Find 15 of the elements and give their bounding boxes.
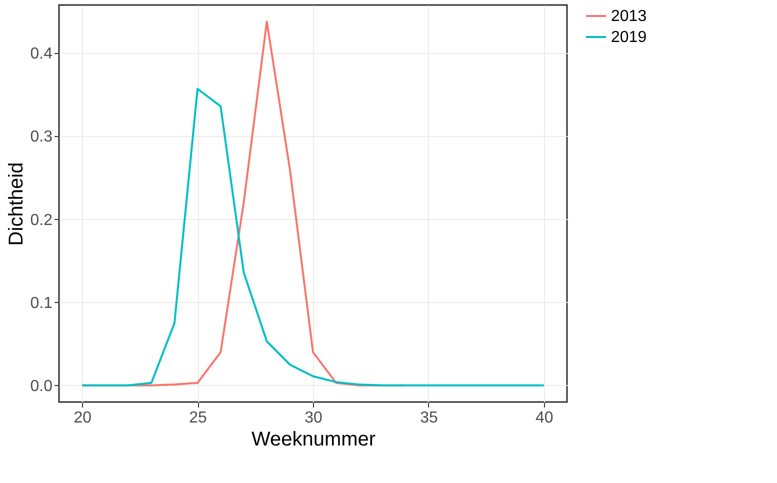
line-series [81, 88, 545, 386]
x-tick-label: 40 [536, 410, 554, 426]
x-tick-label: 35 [420, 410, 438, 426]
x-tick-label: 20 [74, 410, 92, 426]
legend-label: 2019 [611, 29, 647, 46]
x-axis-title: Weeknummer [251, 428, 376, 450]
legend-label: 2013 [611, 8, 647, 25]
y-tick-label: 0.2 [30, 212, 53, 229]
y-tick-label: 0.0 [30, 378, 53, 395]
x-tick-label: 30 [304, 410, 322, 426]
y-tick-label: 0.4 [30, 46, 53, 63]
y-axis-title: Dichtheid [5, 162, 28, 246]
y-tick-label: 0.3 [30, 128, 53, 146]
x-tick-label: 25 [189, 410, 208, 426]
y-tick-label: 0.1 [30, 294, 53, 312]
